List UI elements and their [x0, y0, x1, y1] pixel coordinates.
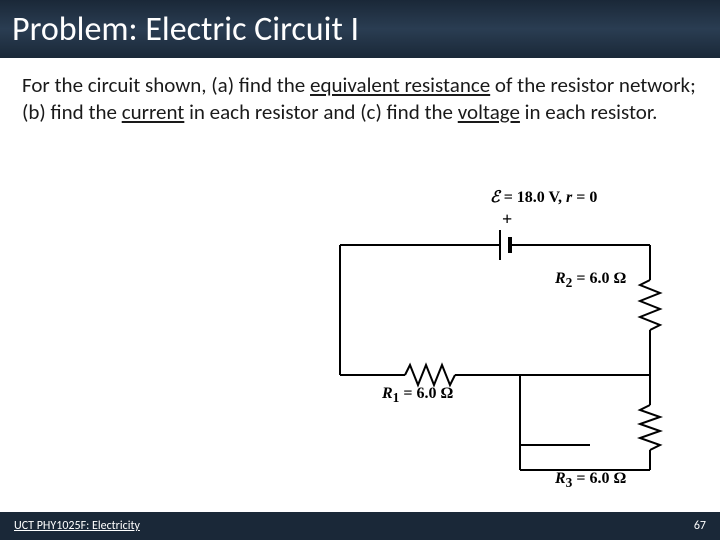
- footer-course: UCT PHY1025F: Electricity: [14, 519, 140, 533]
- emf-label: ℰ = 18.0 V, r = 0: [490, 187, 597, 207]
- underline-voltage: voltage: [458, 99, 520, 125]
- underline-equivalent-resistance: equivalent resistance: [310, 72, 490, 98]
- slide-title-bar: Problem: Electric Circuit I: [0, 0, 720, 58]
- underline-current: current: [122, 99, 185, 125]
- slide-title: Problem: Electric Circuit I: [12, 9, 359, 50]
- r2-label: R2 = 6.0 Ω: [555, 270, 626, 291]
- body-text-3: in each resistor and (c) find the: [184, 99, 457, 125]
- battery-plus: +: [502, 209, 512, 230]
- footer-page-number: 67: [694, 519, 706, 533]
- problem-statement: For the circuit shown, (a) find the equi…: [0, 58, 720, 126]
- circuit-svg: [310, 185, 690, 485]
- circuit-diagram: ℰ = 18.0 V, r = 0 + R2 = 6.0 Ω R1 = 6.0 …: [310, 185, 690, 485]
- body-text-1: For the circuit shown, (a) find the: [22, 72, 310, 98]
- slide-footer: UCT PHY1025F: Electricity 67: [0, 512, 720, 540]
- r3-label: R3 = 6.0 Ω: [555, 470, 626, 491]
- r1-label: R1 = 6.0 Ω: [382, 385, 453, 406]
- body-text-4: in each resistor.: [520, 99, 657, 125]
